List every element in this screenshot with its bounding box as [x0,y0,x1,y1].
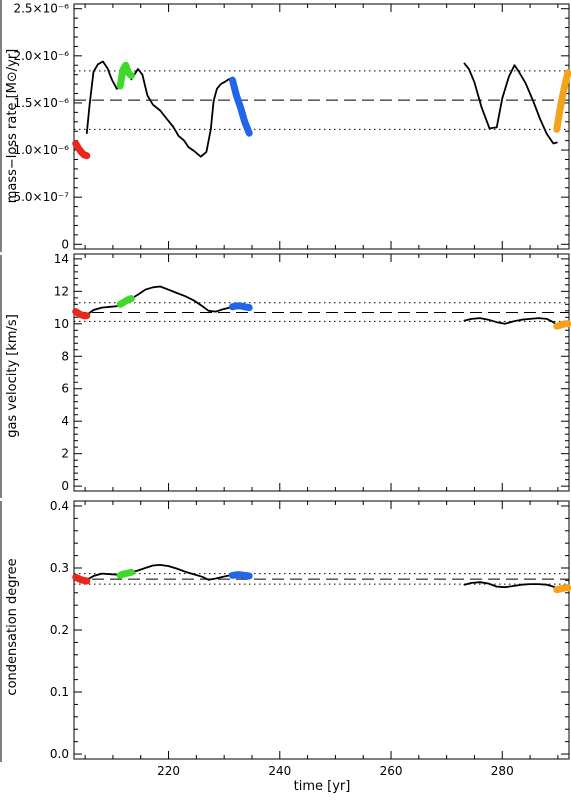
y-axis-label: mass−loss rate [M⊙/yr] [5,49,20,204]
y-tick-label: 0.4 [50,499,69,513]
y-tick-label: 2 [61,447,69,461]
orange-series-line [553,69,571,133]
y-axis-label: gas velocity [km/s] [5,314,20,438]
black-series-line [463,581,558,590]
mass-loss-rate-panel: mass−loss rate [M⊙/yr] 0 5.0×10⁻⁷ 1.0×10⁻⁶… [5,2,571,251]
y-tick-label: 0 [61,479,69,493]
y-tick-label: 0 [61,237,69,251]
blue-series-line [229,76,253,137]
y-tick-label: 6 [61,382,69,396]
red-series-line [72,140,91,160]
x-axis-label: time [yr] [294,779,351,794]
red-series-line [72,308,91,320]
x-tick-label: 220 [157,764,180,778]
black-series-line [85,304,122,316]
black-series-line [130,285,237,313]
green-series-line [116,295,135,308]
plot-frame [73,253,570,492]
y-tick-label: 5.0×10⁻⁷ [13,190,69,204]
black-series-line [85,60,122,135]
green-series-line [116,568,135,579]
green-series-line [116,61,135,90]
y-tick-label: 0.3 [50,561,69,575]
black-series-line [463,317,558,327]
black-series-line [463,62,558,145]
y-tick-label: 2.5×10⁻⁶ [13,2,69,16]
blue-series-line [229,302,253,312]
y-tick-label: 0.0 [50,747,69,761]
y-tick-label: 1.0×10⁻⁶ [13,143,69,157]
black-series-line [85,572,122,581]
plot-frame [73,500,570,760]
orange-series-line [553,320,571,330]
y-tick-label: 8 [61,349,69,363]
y-tick-label: 4 [61,414,69,428]
y-tick-label: 10 [54,317,69,331]
condensation-degree-panel: condensation degree time [yr] 0.0 0.1 0.2 0… [5,499,571,794]
blue-series-line [229,571,253,580]
x-tick-label: 260 [380,764,403,778]
red-series-line [72,573,91,585]
y-axis-label: condensation degree [5,558,20,695]
black-series-line [130,564,237,581]
black-series-line [130,68,234,158]
y-tick-label: 0.1 [50,685,69,699]
x-tick-label: 240 [268,764,291,778]
gas-velocity-panel: gas velocity [km/s] 0 2 4 6 8 10 12 14 [5,252,571,493]
y-tick-label: 2.0×10⁻⁶ [13,49,69,63]
orange-series-line [553,584,571,594]
y-tick-label: 12 [54,284,69,298]
plot-frame [73,3,570,250]
y-tick-label: 0.2 [50,623,69,637]
x-tick-label: 280 [491,764,514,778]
y-tick-label: 14 [54,252,69,266]
y-tick-label: 1.5×10⁻⁶ [13,96,69,110]
